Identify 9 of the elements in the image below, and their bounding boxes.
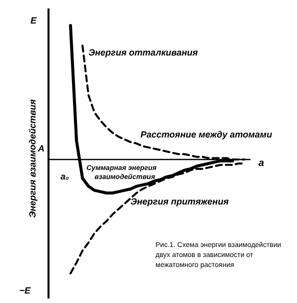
series-label: Энергия отталкивания (88, 48, 199, 58)
text: E (30, 16, 38, 26)
x-axis-title: a (258, 158, 264, 169)
series-label: Энергия притяжения (130, 196, 230, 206)
text: −E (19, 286, 32, 296)
text: A (37, 144, 44, 154)
annotation: a₀ (60, 172, 70, 182)
annotation: Расстояние между атомами (140, 130, 273, 140)
y-axis-title: Энергия взаимодействия (28, 98, 38, 218)
